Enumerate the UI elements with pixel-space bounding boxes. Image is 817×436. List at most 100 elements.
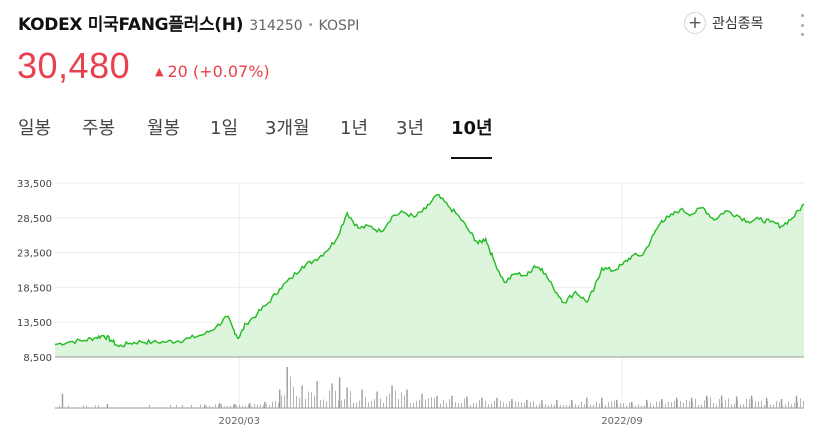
volume-bar <box>323 399 324 408</box>
volume-bar <box>539 403 540 408</box>
volume-bar <box>215 404 216 408</box>
more-vertical-icon[interactable] <box>797 14 807 36</box>
volume-bar <box>749 399 750 408</box>
volume-bar <box>626 405 627 408</box>
volume-bar <box>404 395 405 408</box>
current-price: 30,480 <box>17 45 131 86</box>
stock-title-row: KODEX 미국FANG플러스(H) 314250 • KOSPI <box>18 10 359 36</box>
separator-dot: • <box>307 20 314 31</box>
tab-monthly[interactable]: 월봉 <box>147 118 181 139</box>
tab-10years[interactable]: 10년 <box>451 118 493 139</box>
volume-bar <box>371 401 372 408</box>
volume-bar <box>350 390 351 408</box>
volume-bar <box>614 400 615 408</box>
y-tick-label: 33,500 <box>17 179 52 190</box>
volume-bar <box>467 398 468 408</box>
price-chart[interactable]: 33,500 28,500 23,500 18,500 13,500 8,500 2020… <box>0 172 817 434</box>
volume-bar <box>227 406 228 408</box>
volume-bar <box>362 397 363 408</box>
volume-bar <box>644 405 645 408</box>
volume-bar <box>61 393 64 408</box>
volume-bar <box>479 400 480 408</box>
volume-bar <box>176 405 177 408</box>
volume-bar <box>740 404 741 408</box>
volume-bar <box>264 401 266 408</box>
volume-bar <box>660 398 663 408</box>
volume-bar <box>476 403 477 408</box>
volume-bar <box>329 390 330 408</box>
volume-bar <box>782 405 783 408</box>
volume-bar <box>380 398 381 408</box>
volume-bar <box>599 403 600 408</box>
volume-bar <box>245 405 246 408</box>
tab-1year[interactable]: 1년 <box>340 118 369 139</box>
volume-bar <box>452 402 453 408</box>
volume-bar <box>616 399 618 408</box>
volume-bar <box>593 404 594 408</box>
up-arrow-icon: ▲ <box>155 65 164 78</box>
tab-1day[interactable]: 1일 <box>210 118 239 139</box>
volume-bar <box>326 401 327 408</box>
add-watchlist-button[interactable]: + 관심종목 <box>684 12 764 34</box>
volume-bar <box>335 390 336 408</box>
volume-bar <box>545 404 546 408</box>
volume-bar <box>496 397 498 408</box>
volume-bar <box>779 401 780 408</box>
volume-bar <box>572 403 573 408</box>
volume-bar <box>695 399 696 408</box>
volume-bar <box>466 396 468 408</box>
volume-bar <box>518 401 519 408</box>
volume-bar <box>662 401 663 408</box>
volume-bar <box>601 397 603 408</box>
volume-bar <box>716 404 717 408</box>
volume-bar <box>533 401 534 408</box>
volume-bar <box>530 402 531 408</box>
volume-bar <box>511 398 513 408</box>
volume-bar <box>236 405 237 408</box>
market-name: KOSPI <box>318 18 360 34</box>
volume-bar <box>692 401 693 408</box>
volume-bar <box>356 402 357 408</box>
volume-bar <box>803 400 804 408</box>
tab-weekly[interactable]: 주봉 <box>82 118 116 139</box>
volume-bar <box>449 399 450 408</box>
volume-bar <box>488 404 489 408</box>
change-amount: 20 <box>167 62 188 81</box>
volume-bar <box>680 401 681 408</box>
volume-bar <box>260 404 261 408</box>
volume-bar <box>407 395 408 408</box>
volume-bar <box>566 405 567 408</box>
volume-bar <box>376 391 378 408</box>
volume-bar <box>686 400 687 408</box>
volume-bar <box>314 395 315 408</box>
volume-bar <box>497 402 498 408</box>
volume-bar <box>200 404 201 408</box>
volume-bar <box>674 400 675 408</box>
volume-bar <box>86 405 87 408</box>
volume-bar <box>617 403 618 408</box>
volume-bar <box>515 401 516 408</box>
tab-daily[interactable]: 일봉 <box>18 118 52 139</box>
volume-bar <box>575 404 576 408</box>
volume-bar <box>503 402 504 408</box>
volume-bar <box>401 392 402 408</box>
volume-bar <box>794 402 795 408</box>
volume-bar <box>767 400 768 408</box>
volume-bar <box>281 395 282 408</box>
volume-bar <box>395 390 396 408</box>
volume-bar <box>563 405 564 408</box>
tab-3months[interactable]: 3개월 <box>265 118 310 139</box>
volume-bar <box>659 401 660 408</box>
volume-bar <box>677 399 678 408</box>
tab-3years[interactable]: 3년 <box>396 118 425 139</box>
volume-bar <box>526 399 528 408</box>
watchlist-label: 관심종목 <box>712 16 764 32</box>
volume-bar <box>602 402 603 408</box>
volume-bar <box>509 401 510 408</box>
price-line <box>54 193 805 348</box>
dot <box>800 14 804 17</box>
volume-bar <box>665 403 666 408</box>
volume-bar <box>398 398 399 408</box>
volume-bar <box>311 392 312 408</box>
volume-bar <box>275 401 276 408</box>
